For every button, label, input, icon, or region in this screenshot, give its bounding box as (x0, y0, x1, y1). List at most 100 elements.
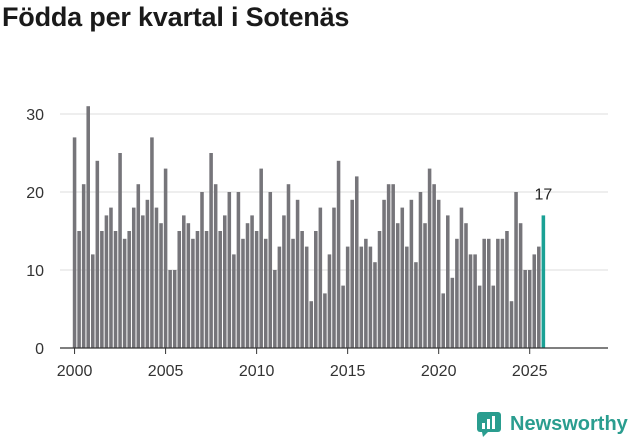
y-tick-label: 30 (26, 107, 44, 124)
bar (423, 223, 427, 348)
bar (304, 246, 309, 348)
brand-name: Newsworthy (510, 412, 628, 435)
bar (72, 137, 77, 348)
bar (314, 231, 318, 348)
bar (245, 223, 250, 348)
bar (341, 285, 345, 348)
x-tick-label: 2010 (239, 363, 275, 380)
bar (91, 254, 95, 348)
bar (277, 246, 282, 348)
bar (541, 215, 546, 348)
bar (254, 231, 259, 348)
y-tick-label: 20 (26, 185, 44, 202)
bar (163, 168, 168, 348)
brand-logo[interactable]: Newsworthy (476, 409, 628, 439)
bar (273, 270, 277, 348)
bar (182, 215, 186, 348)
bar (373, 262, 377, 348)
bar (172, 270, 177, 348)
bar (477, 285, 482, 348)
bar (518, 223, 523, 348)
bar (409, 199, 414, 348)
bar (354, 176, 359, 348)
bar (505, 231, 509, 348)
x-tick-label: 2005 (148, 363, 184, 380)
bar (491, 285, 496, 348)
y-tick-label: 10 (26, 263, 44, 280)
bar (122, 238, 127, 348)
x-tick-label: 2000 (57, 363, 93, 380)
y-tick-label: 0 (35, 341, 44, 358)
bar (145, 199, 150, 348)
bar (100, 231, 104, 348)
bar (81, 184, 86, 348)
bar (468, 254, 473, 348)
bar (368, 246, 373, 348)
bar (382, 199, 386, 348)
bar (391, 184, 395, 348)
bar (95, 160, 100, 348)
bar (327, 254, 332, 348)
bar (332, 207, 336, 348)
bar (104, 215, 109, 348)
bar (350, 199, 354, 348)
bar (227, 192, 232, 348)
bar (537, 246, 541, 348)
bar (127, 231, 131, 348)
bar (213, 184, 218, 348)
bar (118, 153, 122, 348)
bar (446, 215, 450, 348)
bar (218, 231, 222, 348)
bar (250, 215, 254, 348)
bar (236, 192, 241, 348)
bar (109, 207, 113, 348)
bar (259, 168, 263, 348)
bar (377, 231, 382, 348)
bar (427, 168, 432, 348)
bar (386, 184, 391, 348)
bar (282, 215, 286, 348)
bar (523, 270, 527, 348)
last-value-label: 17 (534, 186, 552, 203)
bar (418, 192, 423, 348)
bar-chart: 0 10 20 30 2000 2005 2010 2015 2020 2025 17 (26, 106, 608, 380)
bar (200, 192, 204, 348)
bar (532, 254, 537, 348)
newsworthy-logo-icon (477, 412, 501, 437)
bar (405, 246, 409, 348)
x-tick-label: 2020 (421, 363, 457, 380)
bar (500, 238, 505, 348)
x-tick-label: 2015 (330, 363, 366, 380)
bar (232, 254, 236, 348)
bar (113, 231, 118, 348)
bar (77, 231, 81, 348)
bar (364, 238, 368, 348)
bar (309, 301, 314, 348)
bar (295, 199, 300, 348)
bar (222, 215, 227, 348)
bar (204, 231, 209, 348)
bar (286, 184, 291, 348)
bar (527, 270, 532, 348)
bar (345, 246, 350, 348)
bars (72, 106, 546, 348)
bar (486, 238, 491, 348)
bar (496, 238, 500, 348)
bar (400, 207, 405, 348)
bar (186, 223, 191, 348)
bar (436, 199, 441, 348)
x-tick-label: 2025 (512, 363, 548, 380)
bar (141, 215, 145, 348)
bar (414, 262, 418, 348)
bar (159, 223, 163, 348)
bar (291, 238, 295, 348)
bar (86, 106, 90, 348)
bar (473, 254, 477, 348)
bar (268, 192, 273, 348)
bar (209, 153, 213, 348)
annotations: 17 (534, 186, 552, 203)
bar (136, 184, 141, 348)
x-axis: 2000 2005 2010 2015 2020 2025 (57, 347, 608, 380)
bar (482, 238, 486, 348)
bar (464, 223, 468, 348)
